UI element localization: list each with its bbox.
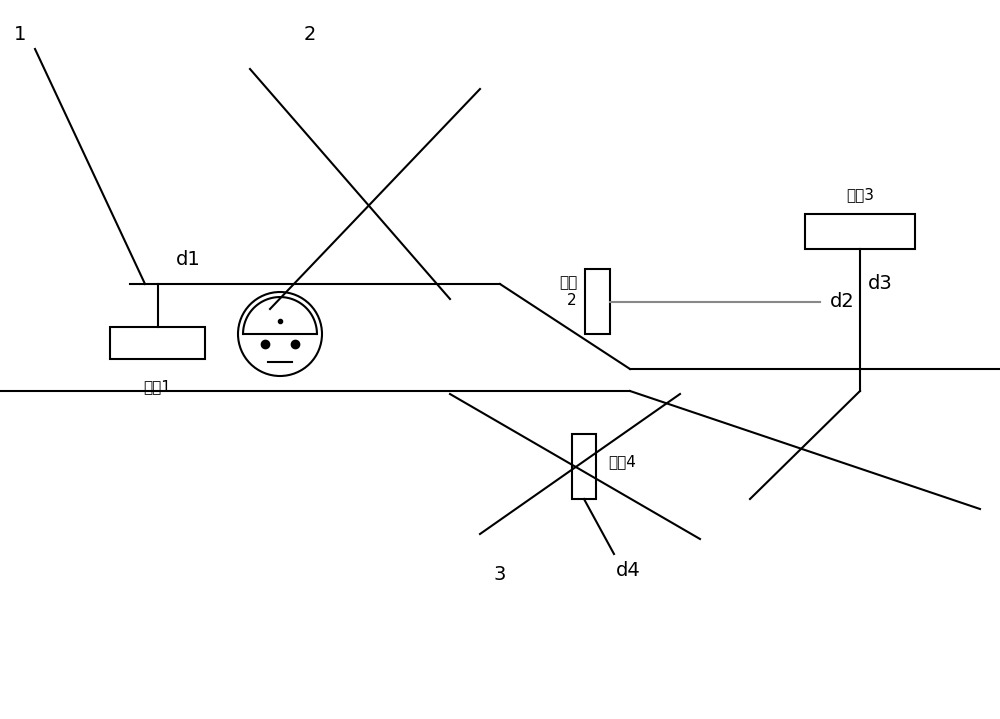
Text: d2: d2 <box>830 292 855 311</box>
Bar <box>110 327 205 359</box>
Text: 3: 3 <box>494 564 506 584</box>
Text: 1: 1 <box>14 24 26 44</box>
Text: d3: d3 <box>868 275 893 293</box>
Bar <box>585 269 610 334</box>
Text: 设备1: 设备1 <box>144 379 171 394</box>
Text: 设备4: 设备4 <box>608 454 636 469</box>
Bar <box>805 214 915 249</box>
Text: 设备3: 设备3 <box>846 187 874 202</box>
Bar <box>572 434 596 499</box>
Text: d1: d1 <box>176 249 200 268</box>
Text: 2: 2 <box>304 24 316 44</box>
Text: 设备
2: 设备 2 <box>559 275 577 308</box>
Text: d4: d4 <box>616 561 641 580</box>
